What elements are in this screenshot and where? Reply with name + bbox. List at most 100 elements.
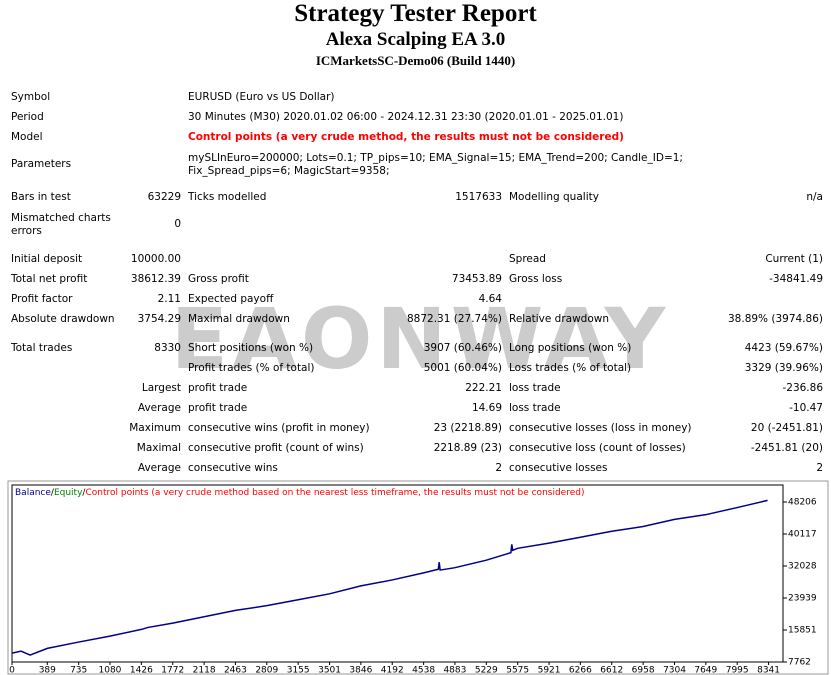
x-tick-label: 6612 — [600, 666, 623, 675]
stat-value: 0 — [174, 218, 181, 230]
info-value: EURUSD (Euro vs US Dollar) — [188, 91, 335, 103]
stat-label: Total trades — [11, 342, 73, 354]
stat-label: Absolute drawdown — [11, 313, 115, 325]
stat-value: 20 (-2451.81) — [750, 422, 823, 434]
chart-border — [7, 480, 829, 675]
x-tick-label: 5575 — [506, 666, 529, 675]
stat-value: n/a — [806, 191, 823, 203]
y-tick-label: 48206 — [788, 497, 817, 507]
info-value: 30 Minutes (M30) 2020.01.02 06:00 - 2024… — [188, 111, 624, 123]
stat-value: 23 (2218.89) — [433, 422, 502, 434]
x-tick-label: 4538 — [412, 666, 435, 675]
stat-value: Maximal — [136, 442, 181, 454]
x-tick-label: 1772 — [161, 666, 184, 675]
legend-balance: Balance — [15, 488, 51, 498]
x-tick-label: 389 — [39, 666, 56, 675]
balance-line — [11, 499, 768, 656]
stat-label: Relative drawdown — [509, 313, 610, 325]
stat-value: 4.64 — [478, 293, 502, 305]
stat-label: consecutive loss (count of losses) — [509, 442, 686, 454]
y-tick-label: 7762 — [788, 658, 811, 668]
stat-label: loss trade — [509, 382, 561, 394]
stat-value: 38612.39 — [130, 273, 181, 285]
x-tick-label: 6266 — [569, 666, 592, 675]
stat-value: 38.89% (3974.86) — [728, 313, 823, 325]
stat-label: consecutive wins — [188, 462, 278, 474]
stat-label: Profit trades (% of total) — [188, 362, 315, 374]
info-label: Period — [11, 111, 44, 123]
stat-label: Gross loss — [509, 273, 563, 285]
stat-label: loss trade — [509, 402, 561, 414]
watermark: EAONWAY — [171, 290, 670, 388]
stat-value: Maximum — [129, 422, 181, 434]
stat-value: Current (1) — [765, 253, 823, 265]
x-tick-label: 7304 — [663, 666, 686, 675]
y-tick-label: 15851 — [788, 625, 817, 635]
stat-label: Short positions (won %) — [188, 342, 314, 354]
stat-value: 4423 (59.67%) — [744, 342, 823, 354]
stat-value: -2451.81 (20) — [750, 442, 823, 454]
plot-frame — [11, 484, 784, 663]
info-value: Control points (a very crude method, the… — [188, 131, 624, 143]
stat-value: 14.69 — [471, 402, 502, 414]
stat-label: consecutive wins (profit in money) — [188, 422, 370, 434]
x-tick-label: 2809 — [255, 666, 278, 675]
info-value: mySLInEuro=200000; Lots=0.1; TP_pips=10;… — [188, 152, 683, 177]
x-tick-label: 2118 — [193, 666, 216, 675]
stat-label: Profit factor — [11, 293, 73, 305]
legend-separator: / — [82, 488, 86, 498]
x-tick-label: 1426 — [130, 666, 153, 675]
stat-value: 1517633 — [455, 191, 502, 203]
stat-value: Average — [137, 462, 181, 474]
x-tick-label: 1080 — [99, 666, 122, 675]
stat-label: Bars in test — [11, 191, 71, 203]
stat-label: Initial deposit — [11, 253, 83, 265]
stat-value: Largest — [141, 382, 181, 394]
report-title: Strategy Tester Report — [294, 0, 537, 27]
legend-control: Control points (a very crude method base… — [85, 488, 584, 498]
stat-label: Ticks modelled — [188, 191, 267, 203]
stat-value: 10000.00 — [130, 253, 181, 265]
stat-value: 3754.29 — [137, 313, 181, 325]
stat-label: Maximal drawdown — [188, 313, 290, 325]
stat-label: profit trade — [188, 402, 248, 414]
stat-value: -236.86 — [782, 382, 823, 394]
stat-value: 3329 (39.96%) — [744, 362, 823, 374]
info-label: Parameters — [11, 158, 72, 170]
x-tick-label: 5229 — [475, 666, 498, 675]
stat-label: Total net profit — [11, 273, 88, 285]
stat-value: 63229 — [147, 191, 181, 203]
x-tick-label: 4883 — [443, 666, 466, 675]
info-label: Symbol — [11, 91, 51, 103]
stat-label: consecutive losses (loss in money) — [509, 422, 692, 434]
x-tick-label: 4192 — [381, 666, 404, 675]
stat-label: Spread — [509, 253, 546, 265]
stat-value: 8330 — [154, 342, 181, 354]
y-tick-label: 40117 — [788, 529, 817, 539]
y-tick-label: 32028 — [788, 561, 817, 571]
legend-separator: / — [51, 488, 55, 498]
stat-label: Expected payoff — [188, 293, 274, 305]
legend-equity: Equity — [54, 488, 83, 498]
x-tick-label: 7995 — [726, 666, 749, 675]
stat-label: profit trade — [188, 382, 248, 394]
stat-label: consecutive losses — [509, 462, 608, 474]
x-tick-label: 6958 — [632, 666, 655, 675]
x-tick-label: 2463 — [224, 666, 247, 675]
stat-value: Average — [137, 402, 181, 414]
x-tick-label: 3501 — [318, 666, 341, 675]
info-label: Model — [11, 131, 43, 143]
stat-value: -34841.49 — [769, 273, 823, 285]
x-tick-label: 735 — [70, 666, 87, 675]
stat-value: -10.47 — [789, 402, 823, 414]
stat-label: Modelling quality — [509, 191, 599, 203]
stat-label: Loss trades (% of total) — [509, 362, 632, 374]
legend: Balance/Equity/Control points (a very cr… — [15, 488, 584, 498]
stat-label: Mismatched charts errors — [11, 212, 111, 237]
x-tick-label: 5921 — [538, 666, 561, 675]
stat-value: 8872.31 (27.74%) — [407, 313, 502, 325]
x-tick-label: 8341 — [757, 666, 780, 675]
stat-label: consecutive profit (count of wins) — [188, 442, 364, 454]
